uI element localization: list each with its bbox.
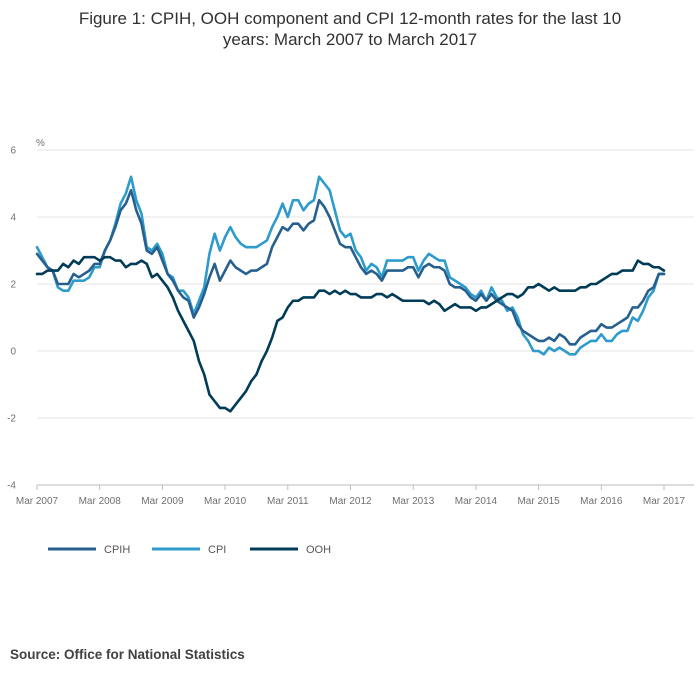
x-tick-label: Mar 2016 (580, 496, 623, 507)
y-tick-label: 0 (10, 347, 16, 358)
legend-label-ooh: OOH (306, 544, 331, 556)
source-note: Source: Office for National Statistics (10, 647, 245, 662)
x-tick-label: Mar 2008 (79, 496, 122, 507)
x-axis: Mar 2007 Mar 2008 Mar 2009 Mar 2010 Mar 2011… (16, 485, 686, 507)
series-line-ooh (35, 255, 666, 413)
chart-title-line-2: years: March 2007 to March 2017 (222, 30, 478, 49)
chart-title-line-1: Figure 1: CPIH, OOH component and CPI 12… (78, 9, 622, 28)
x-tick-label: Mar 2009 (141, 496, 184, 507)
chart-title: Figure 1: CPIH, OOH component and CPI 12… (0, 8, 700, 50)
grid-lines (37, 149, 694, 486)
y-tick-label: 6 (10, 146, 16, 157)
legend: CPIH CPI OOH (48, 544, 331, 556)
series-line-cpi (35, 175, 666, 356)
series-lines (35, 175, 666, 413)
x-tick-label: Mar 2014 (455, 496, 498, 507)
x-tick-label: Mar 2017 (643, 496, 686, 507)
y-tick-label: -4 (7, 481, 16, 492)
x-tick-label: Mar 2007 (16, 496, 59, 507)
x-tick-label: Mar 2011 (267, 496, 309, 507)
x-tick-label: Mar 2010 (204, 496, 247, 507)
y-tick-label: -2 (7, 414, 16, 425)
y-axis-label: % (36, 138, 45, 149)
series-line-cpih (35, 188, 666, 346)
y-tick-label: 2 (10, 280, 16, 291)
x-tick-label: Mar 2012 (329, 496, 372, 507)
x-tick-label: Mar 2015 (517, 496, 560, 507)
legend-label-cpi: CPI (208, 544, 226, 556)
y-tick-label: 4 (10, 213, 16, 224)
y-axis-ticks: 6 4 2 0 -2 -4 (7, 146, 16, 492)
legend-label-cpih: CPIH (104, 544, 130, 556)
x-tick-label: Mar 2013 (392, 496, 435, 507)
